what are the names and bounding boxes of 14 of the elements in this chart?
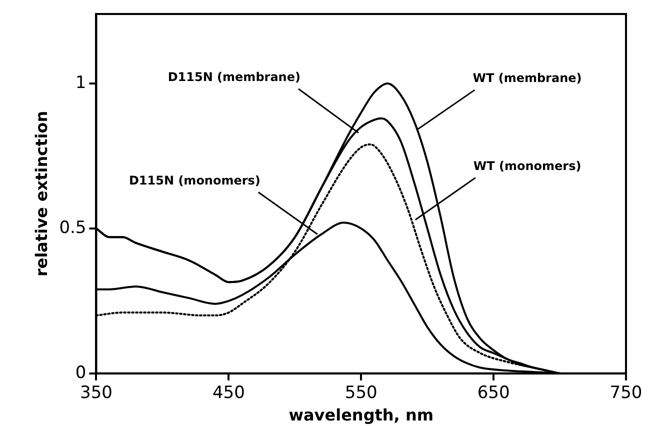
x-tick-label: 550 — [344, 383, 378, 404]
y-tick-label: 1 — [75, 72, 86, 93]
y-tick-label: 0.5 — [59, 218, 86, 238]
annotation: D115N (monomers) — [128, 173, 260, 188]
annotation: D115N (membrane) — [168, 70, 300, 84]
y-axis-title: relative extinction — [32, 110, 51, 277]
x-tick-label: 350 — [80, 383, 112, 404]
x-tick-label: 750 — [610, 383, 642, 404]
annotation: WT (monomers) — [473, 158, 582, 173]
x-tick-label: 650 — [477, 383, 510, 404]
annotation: WT (membrane) — [472, 70, 582, 85]
x-axis-title: wavelength, nm — [288, 406, 434, 425]
y-tick-label: 0 — [75, 362, 86, 383]
x-tick-label: 450 — [212, 383, 245, 404]
